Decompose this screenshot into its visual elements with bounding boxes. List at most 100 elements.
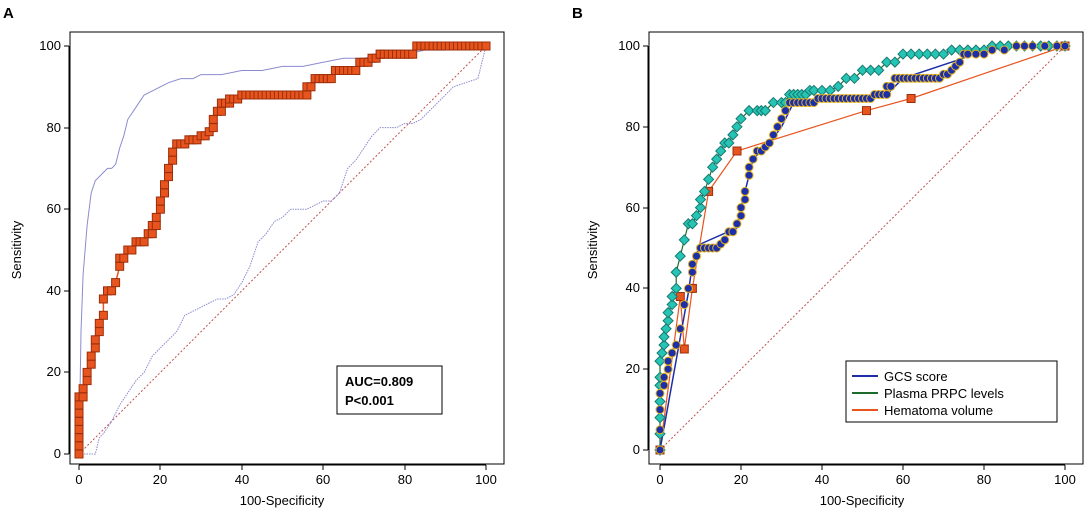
gcs-point bbox=[667, 348, 677, 358]
y-tick-a-2: 40 bbox=[47, 283, 69, 298]
panel-label-a: A bbox=[3, 5, 14, 22]
gcs-point bbox=[663, 356, 673, 366]
x-tick-b-0: 0 bbox=[656, 465, 664, 487]
roc-point-a bbox=[115, 261, 125, 271]
prpc-point bbox=[666, 290, 678, 303]
prpc-point bbox=[694, 201, 707, 214]
roc-point-a bbox=[164, 163, 173, 173]
y-tick-b-5: 100 bbox=[618, 38, 648, 53]
prpc-point bbox=[731, 121, 743, 133]
prpc-point bbox=[889, 56, 901, 68]
gcs-point bbox=[675, 324, 685, 334]
roc-point-a bbox=[216, 106, 226, 116]
prpc-point bbox=[698, 185, 711, 198]
y-tick-a-4: 80 bbox=[47, 120, 69, 135]
x-tick-b-5: 100 bbox=[1054, 465, 1076, 487]
gcs-point bbox=[886, 81, 896, 91]
y-tick-label-a-5: 100 bbox=[39, 38, 61, 53]
upper-confidence-curve-a bbox=[78, 45, 486, 455]
roc-point-a bbox=[147, 229, 157, 239]
hematoma-point bbox=[732, 146, 742, 156]
gcs-point bbox=[655, 425, 665, 435]
x-tick-label-b-3: 60 bbox=[896, 472, 910, 487]
x-tick-label-a-4: 80 bbox=[398, 472, 412, 487]
gcs-point bbox=[655, 445, 665, 455]
x-tick-label-a-2: 40 bbox=[235, 472, 249, 487]
x-tick-a-5: 100 bbox=[475, 465, 497, 487]
gcs-point bbox=[1052, 41, 1062, 51]
roc-point-a bbox=[86, 351, 96, 361]
roc-point-a bbox=[74, 433, 84, 443]
prpc-point bbox=[735, 113, 747, 125]
gcs-point bbox=[659, 380, 669, 390]
gcs-point bbox=[683, 283, 693, 293]
prpc-point bbox=[840, 72, 853, 85]
x-tick-a-0: 0 bbox=[75, 465, 83, 487]
y-tick-label-b-3: 60 bbox=[626, 200, 640, 215]
gcs-point bbox=[1011, 41, 1021, 51]
roc-point-a bbox=[98, 310, 108, 320]
roc-point-a bbox=[151, 221, 161, 230]
gcs-point bbox=[736, 203, 746, 213]
roc-point-a bbox=[302, 90, 312, 100]
prpc-point bbox=[727, 129, 739, 141]
y-axis-label-b: Sensitivity bbox=[585, 220, 600, 279]
gcs-point bbox=[728, 227, 738, 237]
x-tick-b-1: 20 bbox=[734, 465, 748, 487]
legend-item-hematoma: Hematoma volume bbox=[852, 403, 993, 418]
prpc-point bbox=[686, 218, 699, 230]
gcs-point bbox=[987, 45, 997, 55]
gcs-point bbox=[882, 90, 892, 99]
prpc-point bbox=[706, 161, 719, 173]
auc-value: AUC=0.809 bbox=[345, 374, 413, 389]
roc-point-a bbox=[74, 425, 84, 434]
roc-point-a bbox=[481, 41, 491, 51]
roc-point-a bbox=[94, 327, 104, 337]
prpc-point bbox=[654, 395, 666, 408]
x-tick-label-b-4: 80 bbox=[977, 472, 991, 487]
y-tick-b-0: 0 bbox=[633, 442, 648, 457]
prpc-point bbox=[654, 355, 666, 367]
prpc-point bbox=[715, 145, 727, 157]
gcs-point bbox=[781, 106, 790, 116]
roc-point-a bbox=[74, 441, 84, 451]
prpc-point bbox=[662, 315, 674, 327]
y-tick-label-b-0: 0 bbox=[633, 442, 640, 457]
x-tick-label-a-5: 100 bbox=[475, 472, 497, 487]
x-tick-label-b-0: 0 bbox=[656, 472, 663, 487]
roc-curve-markers-a bbox=[74, 41, 491, 459]
roc-point-a bbox=[155, 196, 165, 206]
prpc-point bbox=[767, 96, 780, 109]
y-tick-label-a-1: 20 bbox=[47, 364, 61, 379]
roc-point-a bbox=[160, 188, 169, 198]
prpc-point bbox=[832, 80, 844, 93]
gcs-point bbox=[955, 57, 965, 67]
gcs-point bbox=[1060, 41, 1070, 51]
gcs-point bbox=[777, 114, 786, 124]
roc-point-a bbox=[168, 155, 178, 165]
x-tick-label-a-0: 0 bbox=[75, 472, 82, 487]
gcs-point bbox=[748, 154, 758, 164]
prpc-point bbox=[913, 48, 925, 60]
prpc-point bbox=[921, 48, 934, 60]
roc-point-a bbox=[160, 180, 169, 190]
roc-point-a bbox=[94, 318, 104, 328]
gcs-point bbox=[663, 364, 673, 374]
y-tick-a-5: 100 bbox=[39, 38, 69, 53]
x-ticks-a: 0 20 40 60 80 100 bbox=[75, 465, 497, 487]
x-tick-a-3: 60 bbox=[316, 465, 330, 487]
prpc-point bbox=[897, 48, 909, 60]
lower-confidence-curve-a bbox=[79, 45, 487, 455]
prpc-point bbox=[929, 48, 942, 60]
y-tick-b-3: 60 bbox=[626, 200, 648, 215]
gcs-point bbox=[692, 251, 701, 261]
roc-point-a bbox=[111, 278, 121, 288]
gcs-point bbox=[744, 170, 754, 180]
gcs-point bbox=[736, 211, 746, 221]
hematoma-point bbox=[906, 94, 916, 103]
roc-point-a bbox=[74, 449, 84, 459]
prpc-point bbox=[945, 44, 958, 56]
legend-label-gcs: GCS score bbox=[884, 369, 948, 384]
panel-label-b: B bbox=[572, 5, 583, 22]
roc-point-a bbox=[208, 123, 218, 133]
